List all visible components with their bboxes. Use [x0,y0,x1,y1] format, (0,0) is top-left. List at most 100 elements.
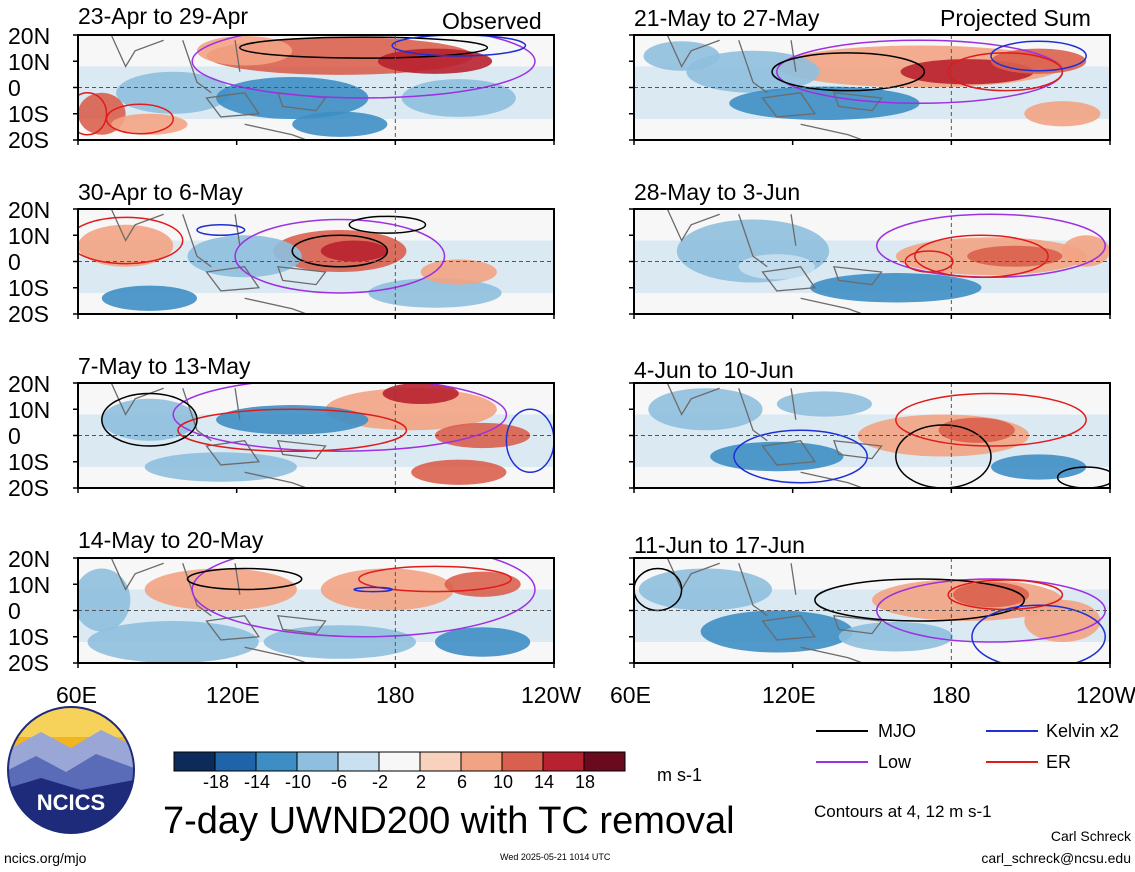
shading-blob [938,417,1015,443]
legend-label-er: ER [1046,752,1072,772]
shading-blob [320,240,388,262]
map-panel [78,35,554,140]
contour-line [353,586,393,593]
contour-line [105,103,174,135]
colorbar-swatch [214,751,257,772]
coastline [666,558,883,663]
lon-label-120w: 120W [521,682,582,708]
shading-blob [991,454,1087,480]
shading-blob [411,459,507,485]
map-panel [78,383,554,488]
coastline [110,35,327,140]
colorbar-swatch [542,751,585,772]
shading-blob [991,48,1087,74]
shading-blob [87,621,259,663]
map-panel [78,558,554,663]
shading-blob [292,111,388,137]
contour-line [971,604,1106,663]
footer-email[interactable]: carl_schreck@ncsu.edu [981,850,1131,866]
lat-label-20s: 20S [8,475,49,501]
lat-label-10n: 10N [8,223,51,249]
footer-author: Carl Schreck [1050,828,1131,844]
lat-label-10s: 10S [8,449,49,475]
coastline [110,209,327,314]
lat-label-20n: 20N [8,23,51,49]
contour-line [814,578,1026,622]
contour-line [990,40,1087,72]
colorbar-swatch [501,751,544,772]
shading-blob [738,254,815,280]
colorbar-swatch [337,751,380,772]
lat-label-10n: 10N [8,572,51,598]
colorbar-tick: 10 [492,772,514,792]
shading-blob [116,71,231,114]
shading-blob [78,568,131,632]
lon-label-60e: 60E [56,682,97,708]
shading-blob [1062,235,1110,267]
contour-line [177,408,408,452]
panel-title-3: 30-Apr to 6-May [78,179,243,205]
colorbar-tick: 6 [456,772,467,792]
coastline [110,383,327,488]
lat-label-eq: 0 [8,598,21,624]
legend-label-low: Low [878,752,912,772]
lat-label-20s: 20S [8,301,49,327]
shading-blob [101,285,197,311]
coastline [666,209,883,314]
shading-blob [435,627,531,657]
shading-blob [648,388,763,431]
ncics-logo [8,707,134,833]
shading-blob [710,441,844,472]
shading-blob [700,610,853,653]
contour-line [239,36,489,59]
colorbar-tick: -18 [202,772,229,792]
colorbar-tick: -10 [284,772,311,792]
shading-blob [78,224,174,267]
panel-title-2: 21-May to 27-May [634,5,820,31]
shading-blob [810,273,982,303]
colorbar-swatch [255,751,298,772]
contour-line [505,408,554,473]
logo-ground [8,778,134,833]
logo-text: NCICS [37,790,105,815]
panel-title-5: 7-May to 13-May [78,353,251,379]
contour-line [186,567,303,591]
lat-label-eq: 0 [8,249,21,275]
contour-line [733,429,868,484]
shading-blob [144,568,297,611]
lat-label-10s: 10S [8,624,49,650]
lat-label-20s: 20S [8,650,49,676]
contour-line [914,234,1049,278]
colorbar-tick: 2 [415,772,426,792]
shading-blob [144,452,297,482]
shading-blob [638,568,773,611]
contour-line [78,216,184,265]
contour-line [172,383,508,452]
shading-blob [838,622,953,652]
shading-blob [776,391,873,417]
contour-line [291,234,389,268]
coastline [666,35,883,140]
lon-label-60e: 60E [610,682,651,708]
colorbar-swatch [583,751,626,772]
map-panel [634,35,1110,140]
contour-line [191,35,536,99]
shading-blob [111,113,188,135]
footer-timestamp: Wed 2025-05-21 1014 UTC [500,852,611,862]
contour-line [391,35,527,57]
colorbar-tick: 14 [533,772,555,792]
lon-label-180: 180 [376,682,415,708]
panel-title-6: 4-Jun to 10-Jun [634,357,794,383]
shading-blob [377,48,493,74]
shading-blob [952,582,1030,608]
colorbar-tick: -2 [371,772,388,792]
shading-blob [1024,101,1101,127]
coastline [110,558,327,663]
footer-url[interactable]: ncics.org/mjo [4,850,87,866]
figure-title: 7-day UWND200 with TC removal [163,800,735,842]
contour-line [234,218,446,294]
colorbar-swatch [296,751,339,772]
colorbar-tick: -14 [243,772,270,792]
shading-blob [420,259,497,285]
